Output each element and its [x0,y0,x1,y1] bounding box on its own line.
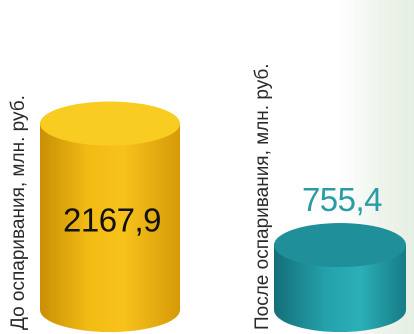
bar-before [40,101,180,332]
category-label-after: После оспаривания, млн. руб. [252,63,273,330]
value-label-after: 755,4 [302,181,382,218]
bar-after [274,223,406,332]
category-label-before: До оспаривания, млн. руб. [8,95,29,330]
bar-before-body [40,123,180,332]
bar-before-top [40,101,180,146]
bar-after-top [274,223,406,268]
value-label-before: 2167,9 [63,202,161,239]
bar-after-body [274,245,406,332]
